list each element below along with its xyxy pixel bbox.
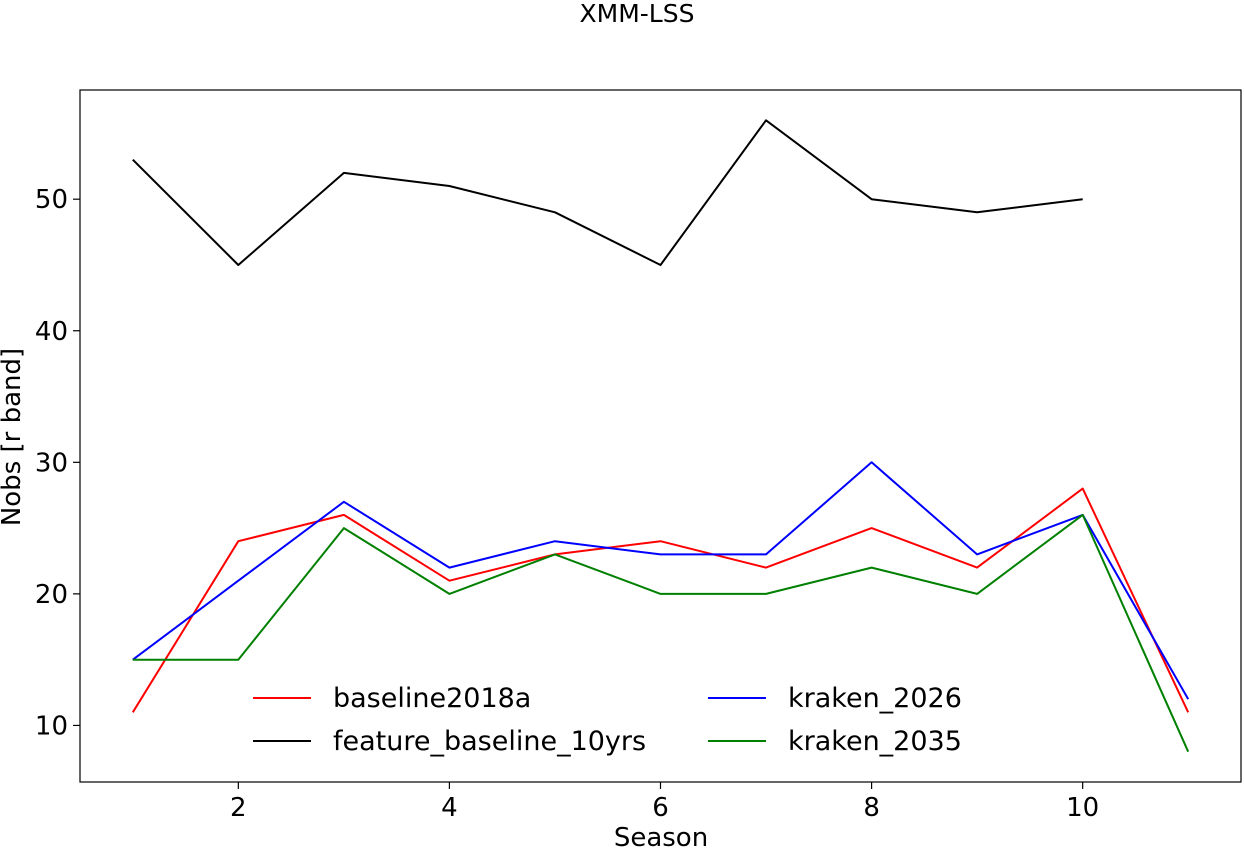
series-line-feature-baseline-10yrs [132, 119, 1083, 266]
series-layer [131, 119, 1190, 753]
y-tick-label: 50 [35, 185, 68, 215]
x-axis: 2 4 6 8 10 [230, 782, 1099, 823]
series-line-baseline2018a [131, 487, 1190, 713]
y-axis: 10 20 30 40 50 [35, 185, 80, 741]
chart-title: XMM-LSS [580, 0, 695, 28]
legend: baseline2018a feature_baseline_10yrs krake… [253, 683, 962, 757]
x-tick-label: 8 [863, 793, 880, 823]
series-line-kraken-2035 [132, 513, 1190, 753]
legend-label: feature_baseline_10yrs [333, 726, 646, 757]
x-axis-label: Season [614, 823, 708, 853]
y-axis-label: Nobs [r band] [0, 348, 27, 526]
y-tick-label: 30 [35, 448, 68, 478]
x-tick-label: 10 [1066, 793, 1099, 823]
series-line-kraken-2026 [132, 461, 1190, 700]
x-tick-label: 6 [652, 793, 669, 823]
x-tick-label: 4 [441, 793, 458, 823]
y-tick-label: 20 [35, 580, 68, 610]
legend-label: baseline2018a [333, 683, 531, 714]
plot-frame [79, 89, 1242, 783]
y-tick-label: 40 [35, 317, 68, 347]
x-tick-label: 2 [230, 793, 247, 823]
legend-label: kraken_2035 [788, 726, 962, 757]
y-tick-label: 10 [35, 711, 68, 741]
legend-label: kraken_2026 [788, 683, 962, 714]
